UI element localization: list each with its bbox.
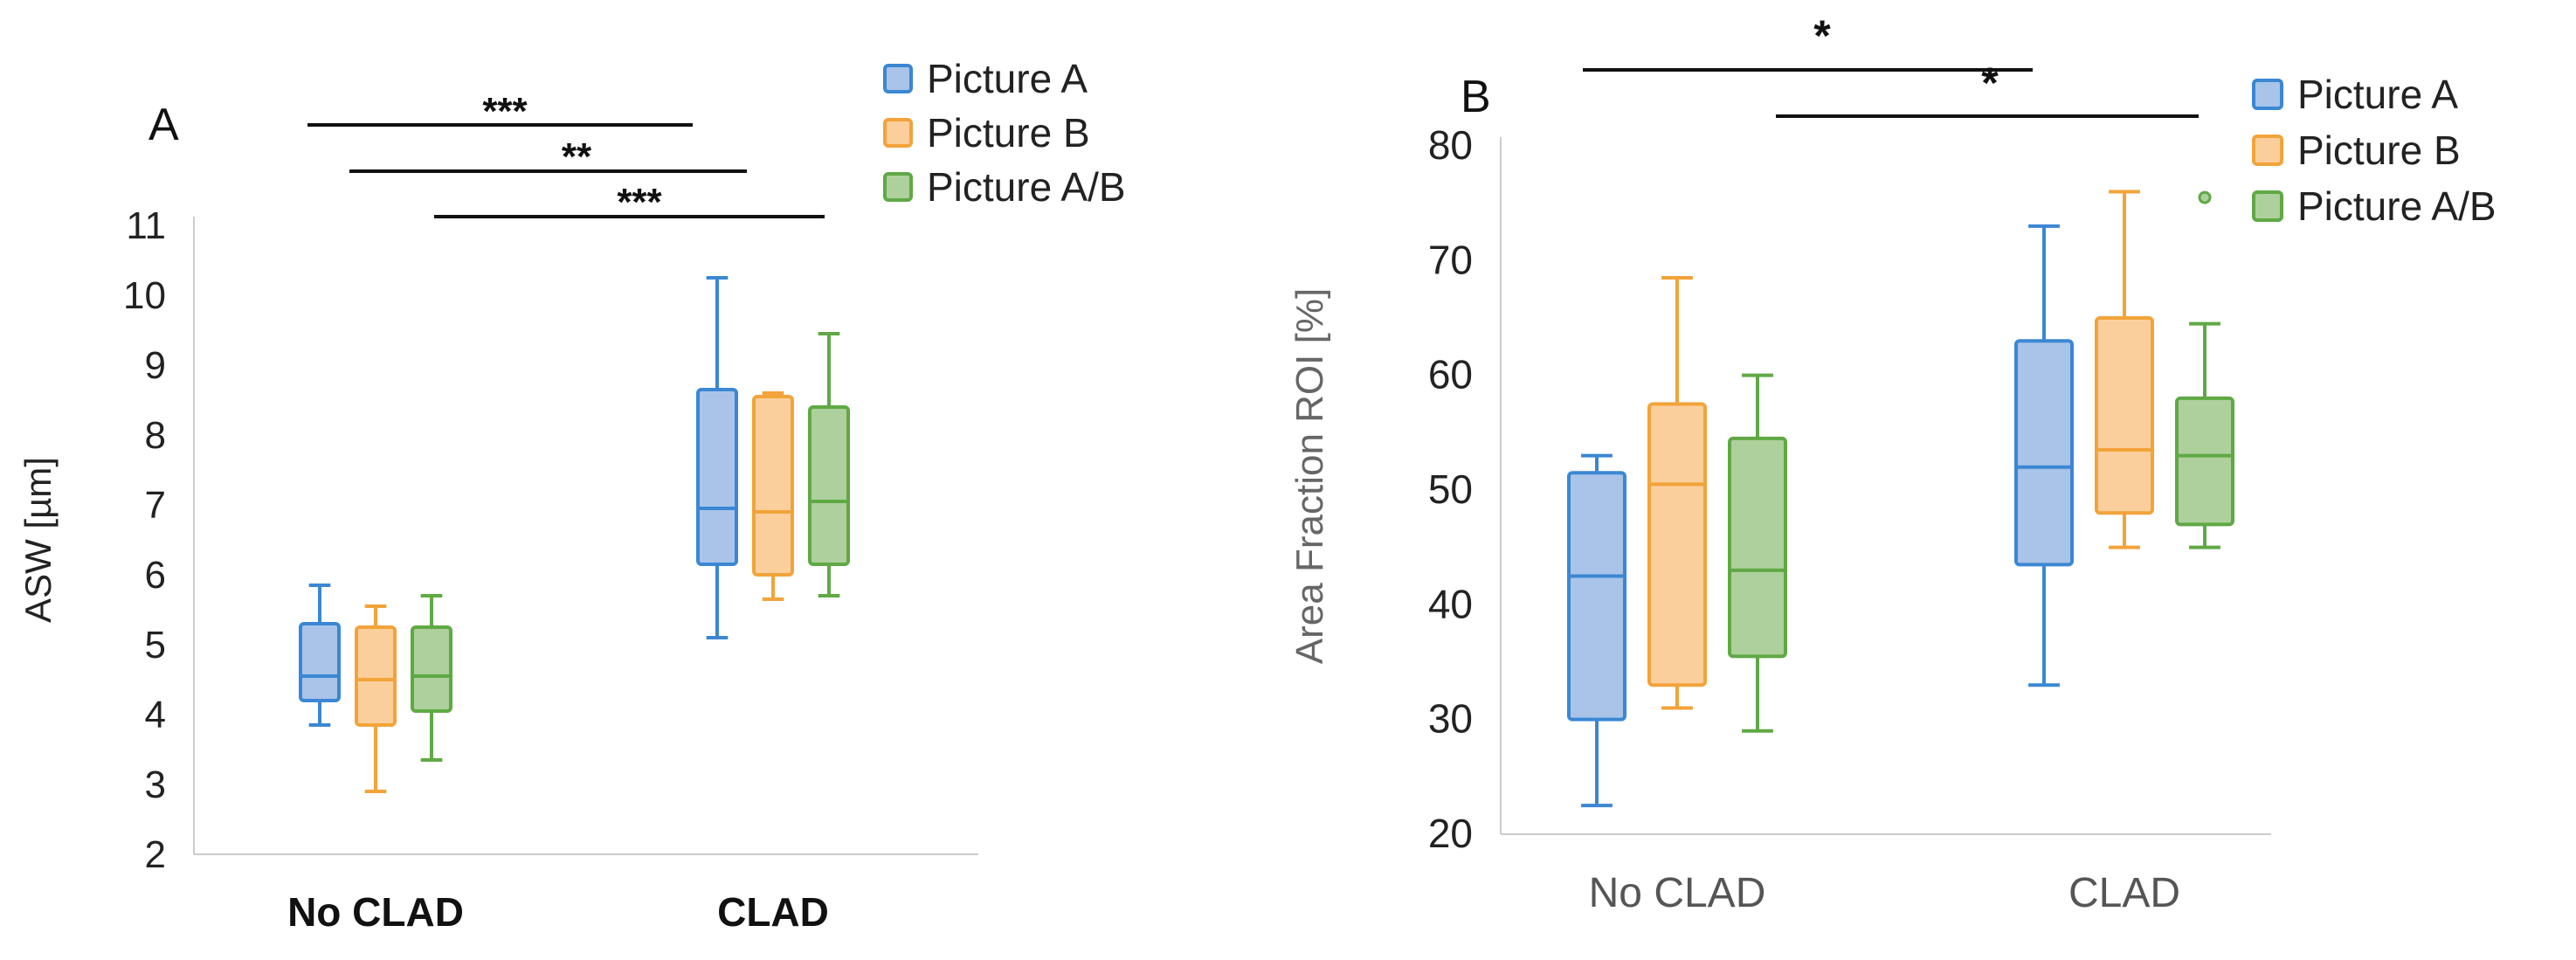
- box-picture-a-b-clad-iqr: [2175, 396, 2234, 527]
- box-picture-a-b-clad-outlier: [2198, 190, 2212, 204]
- y-tick-label: 40: [1428, 581, 1473, 626]
- significance-marker: ***: [482, 90, 528, 133]
- x-tick-label: No CLAD: [287, 889, 464, 935]
- y-axis-label: ASW [µm]: [17, 457, 59, 623]
- box-picture-b-no-clad-iqr: [1647, 402, 1707, 687]
- x-tick-label: CLAD: [2068, 870, 2180, 916]
- legend-swatch-picture-a: [2252, 79, 2283, 110]
- box-picture-b-clad-iqr: [2095, 316, 2154, 515]
- y-tick-label: 9: [145, 344, 166, 387]
- box-picture-b-no-clad-iqr: [355, 625, 397, 727]
- panel-label: B: [1461, 72, 1491, 122]
- y-tick-label: 70: [1428, 237, 1473, 282]
- panel-label: A: [148, 100, 179, 150]
- legend-swatch-picture-b: [2252, 135, 2283, 166]
- y-tick-label: 8: [145, 414, 166, 457]
- y-tick-label: 30: [1428, 696, 1473, 742]
- panel-b: B 20 30 40 50 60 70 80 Area Fraction ROI [%] No C…: [1288, 11, 2497, 916]
- y-tick-label: 80: [1428, 122, 1473, 168]
- y-tick-label: 2: [145, 833, 166, 876]
- legend-swatch-picture-a: [883, 64, 913, 93]
- legend-label-picture-a: Picture A: [2297, 72, 2458, 117]
- y-axis-label: Area Fraction ROI [%]: [1288, 288, 1331, 664]
- box-picture-a-b-no-clad-iqr: [411, 625, 452, 713]
- legend-label-picture-b: Picture B: [2297, 128, 2461, 173]
- significance-marker: *: [1981, 59, 1999, 107]
- box-picture-a-clad-iqr: [2014, 339, 2074, 567]
- significance-marker: **: [562, 135, 592, 178]
- box-picture-b-clad-iqr: [752, 395, 794, 577]
- legend-swatch-picture-a-b: [883, 172, 913, 202]
- y-tick-label: 7: [145, 484, 166, 527]
- box-picture-a-b-no-clad-iqr: [1728, 436, 1787, 659]
- legend-label-picture-a: Picture A: [927, 56, 1088, 101]
- y-tick-label: 60: [1428, 352, 1473, 397]
- y-tick-label: 6: [145, 554, 166, 597]
- significance-marker: *: [1813, 11, 1831, 60]
- y-tick-label: 4: [145, 694, 166, 736]
- y-tick-label: 10: [123, 274, 166, 317]
- legend-label-picture-b: Picture B: [927, 110, 1090, 155]
- y-tick-label: 3: [145, 763, 166, 806]
- box-picture-a-clad-iqr: [696, 388, 738, 566]
- legend-swatch-picture-a-b: [2252, 190, 2283, 222]
- x-tick-label: CLAD: [717, 889, 829, 935]
- legend-swatch-picture-b: [883, 118, 913, 148]
- box-picture-a-no-clad-iqr: [299, 622, 341, 702]
- box-picture-a-no-clad-iqr: [1567, 471, 1626, 722]
- legend-label-picture-a-b: Picture A/B: [927, 164, 1126, 210]
- y-tick-label: 11: [126, 204, 166, 247]
- y-tick-label: 20: [1428, 811, 1473, 856]
- legend-label-picture-a-b: Picture A/B: [2297, 183, 2497, 229]
- y-tick-label: 50: [1428, 466, 1473, 512]
- x-tick-label: No CLAD: [1589, 870, 1766, 916]
- y-tick-label: 5: [145, 624, 166, 666]
- significance-marker: ***: [617, 181, 662, 224]
- box-picture-a-b-clad-iqr: [808, 405, 850, 566]
